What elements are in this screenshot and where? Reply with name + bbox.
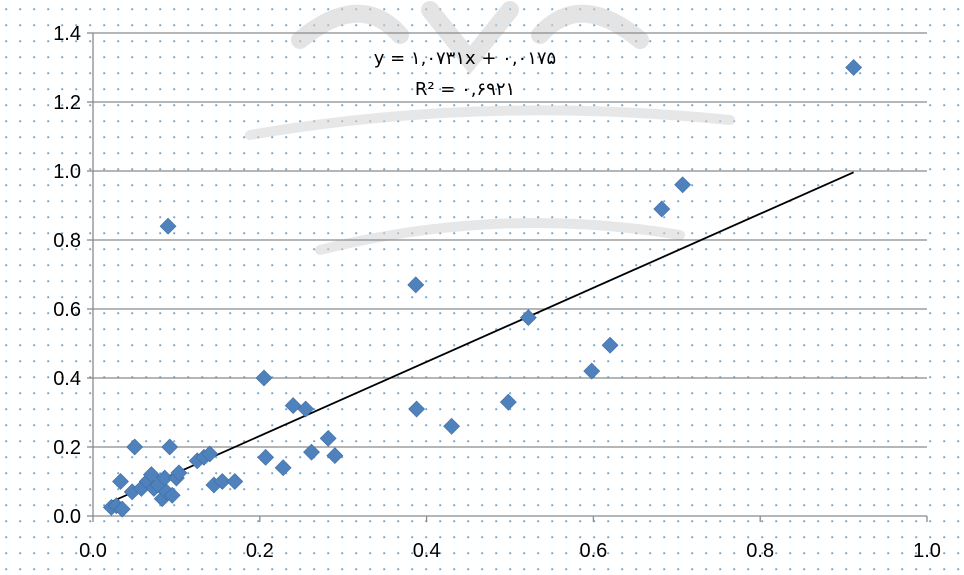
x-tick-label: 0.0 (79, 540, 107, 562)
x-tick-label: 0.4 (413, 540, 441, 562)
data-point (408, 400, 426, 418)
y-tick-label: 0.8 (53, 230, 81, 252)
x-tick-label: 0.8 (746, 540, 774, 562)
data-point (113, 500, 131, 518)
data-point (170, 464, 188, 482)
data-point (126, 438, 144, 456)
data-point (407, 276, 425, 294)
y-tick-label: 0.0 (53, 506, 81, 528)
r-squared-label: R² = ۰,۶۹۲۱ (415, 79, 515, 100)
y-tick-label: 1.2 (53, 92, 81, 114)
data-point (201, 445, 219, 463)
watermark-logo (245, 1, 735, 255)
data-point (583, 362, 601, 380)
data-point (255, 369, 273, 387)
data-point (257, 448, 275, 466)
data-point (653, 200, 671, 218)
data-point (297, 400, 315, 418)
data-point (213, 473, 231, 490)
x-tick-labels: 0.0 0.2 0.4 0.6 0.8 1.0 (79, 540, 941, 562)
y-tick-label: 0.6 (53, 299, 81, 321)
y-tick-labels: 0.0 0.2 0.4 0.6 0.8 1.0 1.2 1.4 (53, 23, 81, 528)
data-point (226, 473, 244, 490)
y-tick-label: 0.2 (53, 437, 81, 459)
x-tick-label: 0.2 (246, 540, 274, 562)
data-point (284, 397, 302, 415)
axes (87, 32, 928, 522)
data-point (112, 473, 129, 490)
trendline-equation: y = ۱,۰۷۳۱x + ۰,۰۱۷۵ (374, 48, 556, 69)
gridlines (93, 32, 927, 448)
data-point (274, 459, 292, 477)
data-point (845, 59, 863, 76)
data-point (443, 417, 461, 435)
trendline-group (109, 171, 854, 504)
data-point (519, 309, 537, 327)
y-tick-label: 0.4 (53, 368, 81, 390)
data-point (601, 336, 619, 354)
y-tick-label: 1.4 (53, 23, 81, 45)
data-point (303, 443, 320, 461)
data-point (674, 176, 692, 194)
trendline (109, 171, 854, 504)
data-point (159, 217, 177, 235)
data-point (161, 438, 179, 456)
data-point (326, 447, 344, 465)
data-points (102, 59, 863, 518)
data-point (319, 429, 337, 447)
y-tick-label: 1.0 (53, 161, 81, 183)
x-tick-label: 0.6 (579, 540, 607, 562)
x-tick-label: 1.0 (913, 540, 941, 562)
data-point (499, 393, 517, 411)
data-point (163, 486, 181, 504)
